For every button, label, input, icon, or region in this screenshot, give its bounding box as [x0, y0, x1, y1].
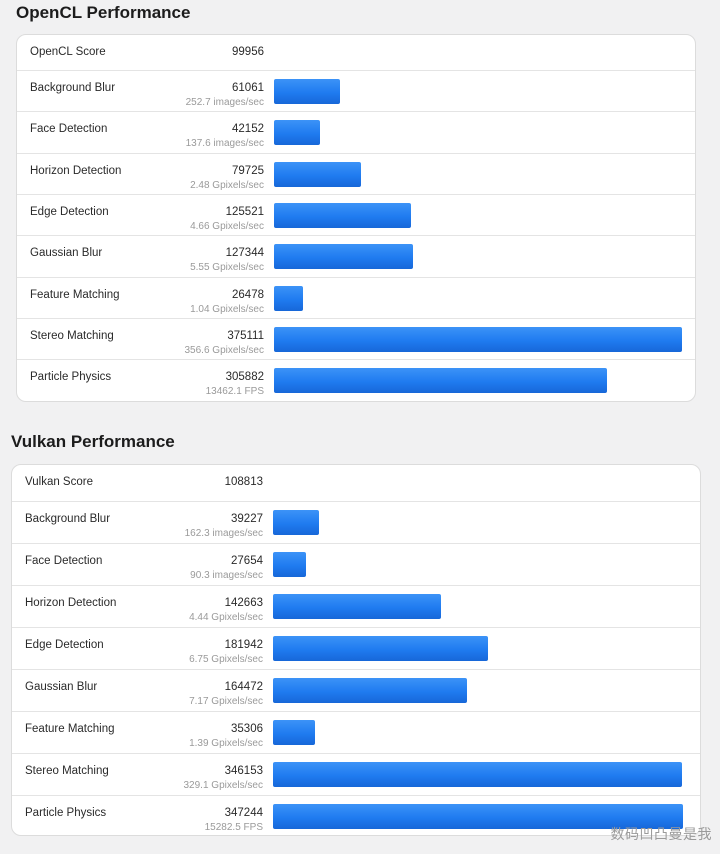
benchmark-row: Face Detection 42152 137.6 images/sec	[17, 111, 695, 153]
benchmark-throughput: 90.3 images/sec	[190, 570, 263, 581]
benchmark-bar	[274, 244, 413, 270]
vulkan-results-card: Vulkan Score 108813 Background Blur 39227 16…	[11, 464, 701, 836]
benchmark-score: 142663	[224, 597, 263, 609]
benchmark-score: 375111	[227, 329, 264, 342]
benchmark-label: Background Blur	[25, 513, 111, 525]
benchmark-score: 61061	[232, 82, 264, 94]
benchmark-label: Edge Detection	[30, 205, 109, 218]
benchmark-bar	[273, 720, 315, 745]
benchmark-throughput: 6.75 Gpixels/sec	[189, 654, 263, 665]
benchmark-row: Edge Detection 125521 4.66 Gpixels/sec	[17, 193, 695, 236]
benchmark-bar	[274, 285, 303, 311]
benchmark-label: Background Blur	[30, 82, 116, 94]
benchmark-bar	[274, 79, 340, 104]
benchmark-score: 42152	[232, 123, 264, 136]
benchmark-label: Face Detection	[25, 555, 103, 567]
benchmark-score: 27654	[231, 555, 263, 567]
benchmark-bar	[274, 326, 682, 352]
benchmark-label: Stereo Matching	[25, 765, 109, 777]
benchmark-throughput: 15282.5 FPS	[204, 822, 263, 833]
benchmark-score: 164472	[224, 681, 263, 693]
benchmark-row: Background Blur 39227 162.3 images/sec	[12, 501, 700, 544]
benchmark-bar	[273, 636, 488, 661]
benchmark-label: Stereo Matching	[30, 329, 114, 342]
benchmark-bar	[274, 202, 411, 228]
benchmark-row: Feature Matching 35306 1.39 Gpixels/sec	[12, 711, 700, 754]
benchmark-score: 26478	[232, 288, 264, 301]
benchmark-row: Gaussian Blur 164472 7.17 Gpixels/sec	[12, 669, 700, 712]
benchmark-throughput: 7.17 Gpixels/sec	[189, 696, 263, 707]
benchmark-row: Feature Matching 26478 1.04 Gpixels/sec	[17, 276, 695, 319]
benchmark-throughput: 4.44 Gpixels/sec	[189, 612, 263, 623]
watermark: 数码凹凸曼是我	[610, 827, 712, 843]
benchmark-throughput: 13462.1 FPS	[205, 386, 264, 398]
benchmark-row: Particle Physics 305882 13462.1 FPS	[17, 359, 695, 401]
benchmark-throughput: 1.04 Gpixels/sec	[190, 303, 264, 315]
benchmark-label: Particle Physics	[30, 371, 112, 384]
benchmark-bar	[274, 161, 361, 187]
vulkan-score-label: Vulkan Score	[25, 476, 93, 488]
benchmark-score: 127344	[225, 247, 264, 260]
benchmark-row: Gaussian Blur 127344 5.55 Gpixels/sec	[17, 235, 695, 277]
benchmark-throughput: 356.6 Gpixels/sec	[184, 344, 265, 356]
opencl-score-row: OpenCL Score 99956	[17, 35, 695, 70]
benchmark-row: Horizon Detection 79725 2.48 Gpixels/sec	[17, 152, 695, 195]
benchmark-label: Edge Detection	[25, 639, 104, 651]
benchmark-row: Horizon Detection 142663 4.44 Gpixels/sec	[12, 585, 700, 628]
benchmark-score: 35306	[231, 723, 263, 735]
benchmark-score: 346153	[224, 765, 263, 777]
benchmark-score: 125521	[225, 205, 264, 218]
opencl-score-value: 99956	[232, 46, 264, 58]
benchmark-bar	[273, 762, 682, 787]
section-title-vulkan: Vulkan Performance	[11, 432, 175, 451]
benchmark-row: Stereo Matching 375111 356.6 Gpixels/sec	[17, 317, 695, 360]
benchmark-score: 39227	[231, 513, 263, 525]
benchmark-score: 347244	[224, 807, 263, 819]
benchmark-label: Horizon Detection	[25, 597, 117, 609]
benchmark-row: Stereo Matching 346153 329.1 Gpixels/sec	[12, 753, 700, 796]
benchmark-throughput: 1.39 Gpixels/sec	[189, 738, 263, 749]
benchmark-throughput: 329.1 Gpixels/sec	[183, 780, 264, 791]
vulkan-score-row: Vulkan Score 108813	[12, 465, 700, 501]
benchmark-score: 305882	[225, 371, 264, 384]
benchmark-label: Feature Matching	[25, 723, 115, 735]
benchmark-bar	[274, 120, 320, 146]
vulkan-score-value: 108813	[224, 476, 263, 488]
benchmark-label: Particle Physics	[25, 807, 107, 819]
opencl-results-card: OpenCL Score 99956 Background Blur 61061 252…	[16, 34, 696, 402]
benchmark-bar	[273, 804, 683, 829]
benchmark-bar	[273, 594, 441, 619]
section-title-opencl: OpenCL Performance	[16, 3, 191, 22]
benchmark-label: Gaussian Blur	[25, 681, 98, 693]
benchmark-throughput: 162.3 images/sec	[184, 528, 263, 539]
benchmark-label: Face Detection	[30, 123, 108, 136]
benchmark-score: 181942	[224, 639, 263, 651]
benchmark-row: Particle Physics 347244 15282.5 FPS	[12, 795, 700, 835]
benchmark-throughput: 5.55 Gpixels/sec	[190, 262, 264, 274]
opencl-score-label: OpenCL Score	[30, 46, 106, 58]
benchmark-score: 79725	[232, 164, 264, 177]
benchmark-bar	[273, 552, 306, 577]
benchmark-row: Edge Detection 181942 6.75 Gpixels/sec	[12, 627, 700, 670]
benchmark-throughput: 137.6 images/sec	[185, 138, 264, 150]
benchmark-throughput: 4.66 Gpixels/sec	[190, 220, 264, 232]
benchmark-throughput: 252.7 images/sec	[185, 97, 264, 108]
benchmark-throughput: 2.48 Gpixels/sec	[190, 179, 264, 191]
benchmark-label: Feature Matching	[30, 288, 120, 301]
benchmark-bar	[273, 510, 319, 535]
benchmark-row: Face Detection 27654 90.3 images/sec	[12, 543, 700, 586]
benchmark-label: Horizon Detection	[30, 164, 122, 177]
benchmark-bar	[273, 678, 467, 703]
benchmark-bar	[274, 368, 607, 394]
benchmark-row: Background Blur 61061 252.7 images/sec	[17, 70, 695, 112]
benchmark-label: Gaussian Blur	[30, 247, 103, 260]
